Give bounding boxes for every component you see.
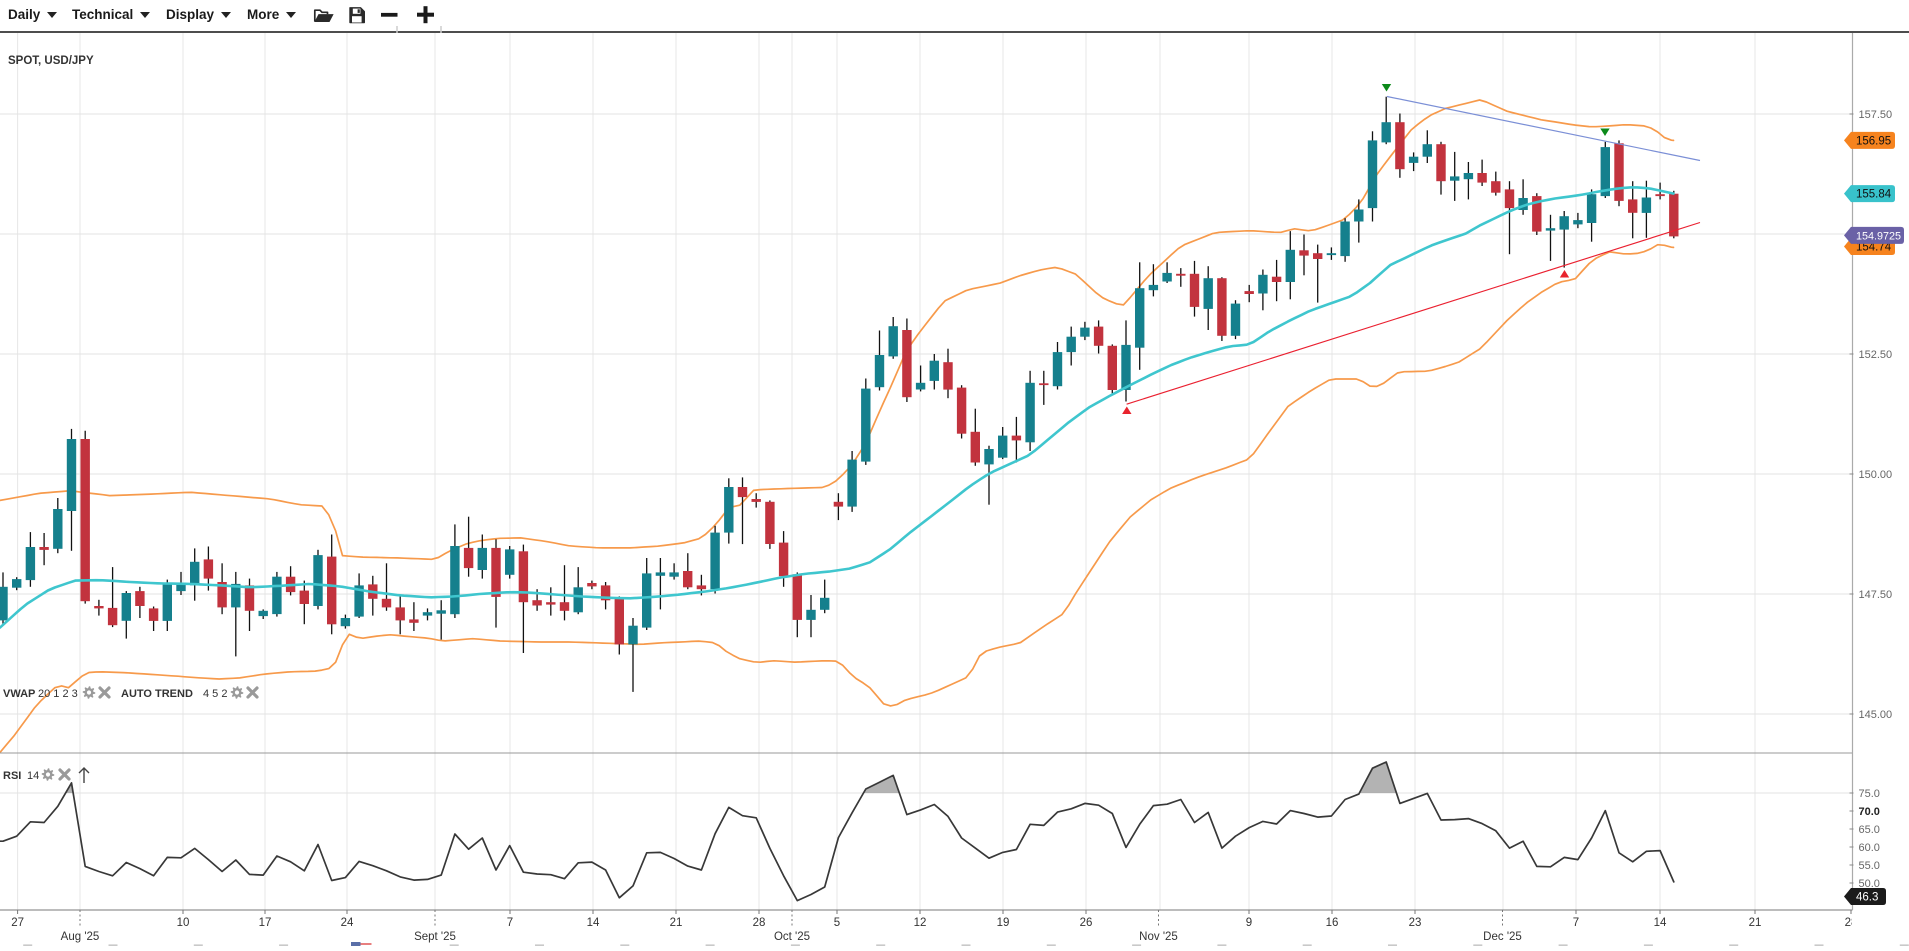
svg-text:21: 21 [1749,917,1762,929]
svg-text:154.74: 154.74 [1856,242,1892,254]
svg-text:Aug '25: Aug '25 [61,931,100,943]
svg-text:50.0: 50.0 [1859,878,1880,890]
svg-text:16: 16 [1326,917,1339,929]
svg-text:19: 19 [997,917,1010,929]
svg-text:21: 21 [670,917,683,929]
svg-text:Dec '25: Dec '25 [1483,931,1522,943]
svg-text:VWAP: VWAP [3,688,35,700]
svg-text:7: 7 [507,917,513,929]
svg-text:152.50: 152.50 [1859,349,1893,361]
svg-text:75.0: 75.0 [1859,788,1880,800]
svg-text:7: 7 [1573,917,1579,929]
svg-text:Oct '25: Oct '25 [774,931,810,943]
svg-text:28: 28 [1845,917,1858,929]
svg-text:150.00: 150.00 [1859,469,1893,481]
svg-text:147.50: 147.50 [1859,589,1893,601]
svg-text:26: 26 [1080,917,1093,929]
svg-text:14: 14 [1654,917,1667,929]
svg-text:24: 24 [341,917,354,929]
svg-text:12: 12 [914,917,927,929]
svg-text:23: 23 [1409,917,1422,929]
svg-text:10: 10 [177,917,190,929]
svg-text:14: 14 [587,917,600,929]
svg-text:9: 9 [1246,917,1252,929]
svg-text:20 1 2 3: 20 1 2 3 [38,688,78,700]
svg-text:4 5 2: 4 5 2 [203,688,227,700]
svg-text:AUTO TREND: AUTO TREND [121,688,193,700]
svg-text:155.84: 155.84 [1856,189,1892,201]
svg-text:Sept '25: Sept '25 [414,931,456,943]
svg-text:145.00: 145.00 [1859,709,1893,721]
svg-text:46.3: 46.3 [1856,892,1878,904]
svg-text:Nov '25: Nov '25 [1139,931,1178,943]
svg-text:157.50: 157.50 [1859,109,1893,121]
svg-text:SPOT, USD/JPY: SPOT, USD/JPY [8,55,94,67]
svg-text:RSI: RSI [3,770,21,782]
svg-text:70.0: 70.0 [1859,806,1880,818]
svg-text:154.9725: 154.9725 [1856,230,1901,242]
svg-text:14: 14 [27,770,39,782]
svg-text:5: 5 [834,917,840,929]
svg-text:55.0: 55.0 [1859,860,1880,872]
svg-text:156.95: 156.95 [1856,135,1891,147]
svg-text:60.0: 60.0 [1859,842,1880,854]
svg-text:65.0: 65.0 [1859,824,1880,836]
svg-text:27: 27 [11,917,24,929]
svg-text:17: 17 [259,917,272,929]
svg-text:28: 28 [753,917,766,929]
